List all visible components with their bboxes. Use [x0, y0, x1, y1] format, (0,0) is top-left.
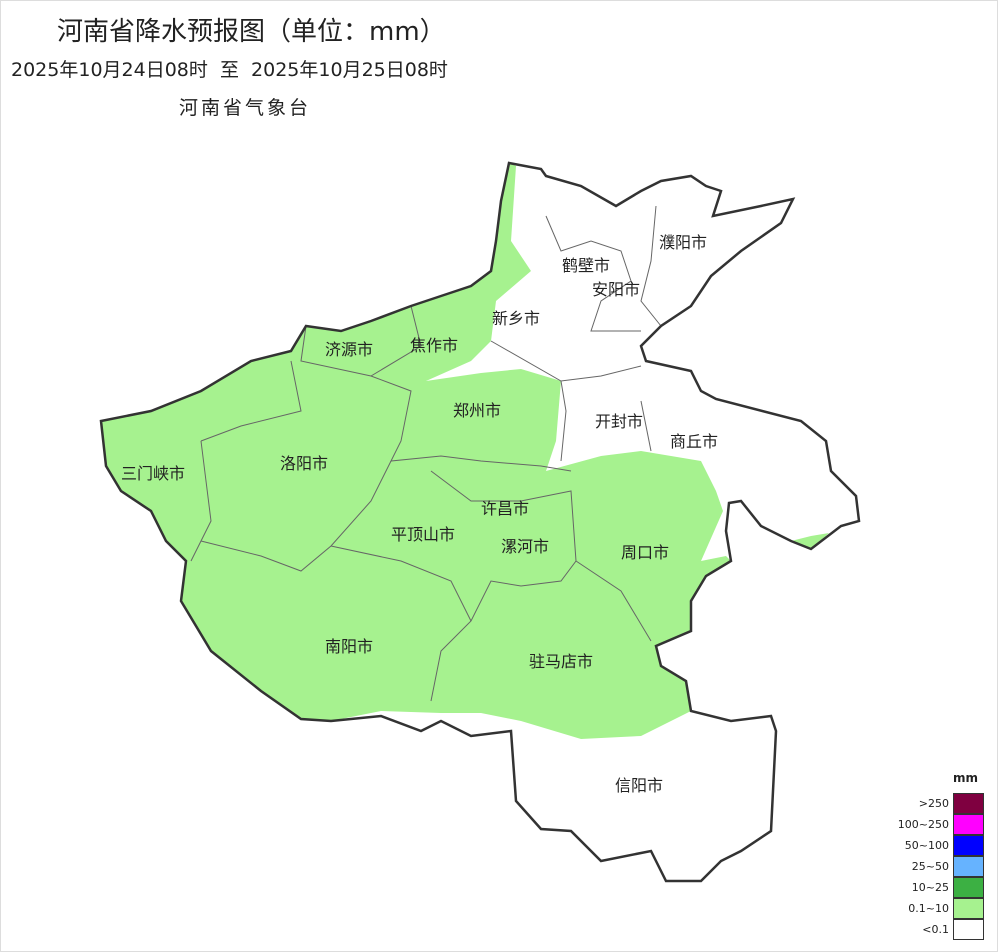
- rain-patch-east: [791, 533, 829, 549]
- legend-label: 50~100: [904, 839, 949, 852]
- city-label: 信阳市: [614, 776, 664, 795]
- agency-name: 河南省气象台: [179, 97, 312, 119]
- legend-unit: mm: [953, 771, 979, 785]
- legend-swatch: [953, 919, 984, 940]
- city-label: 开封市: [594, 412, 644, 431]
- rain-area-0.1-10: [101, 163, 731, 739]
- legend-swatch: [953, 793, 984, 814]
- city-label: 商丘市: [669, 432, 719, 451]
- legend-label: 10~25: [911, 881, 949, 894]
- legend-swatch: [953, 835, 984, 856]
- province-outline: [99, 161, 861, 883]
- city-label: 平顶山市: [390, 525, 456, 544]
- legend-label: <0.1: [922, 923, 949, 936]
- legend-swatch: [953, 877, 984, 898]
- legend-label: 0.1~10: [908, 902, 949, 915]
- city-label: 周口市: [620, 543, 670, 562]
- legend-item: 0.1~10: [901, 898, 991, 919]
- forecast-period: 2025年10月24日08时 至 2025年10月25日08时: [11, 59, 448, 81]
- legend-item: 10~25: [901, 877, 991, 898]
- city-label: 焦作市: [409, 336, 459, 355]
- legend-swatch: [953, 856, 984, 877]
- city-label: 许昌市: [480, 499, 530, 518]
- city-label: 鹤壁市: [561, 256, 611, 275]
- city-label: 濮阳市: [658, 233, 708, 252]
- city-label: 漯河市: [500, 537, 550, 556]
- city-label: 驻马店市: [528, 652, 594, 671]
- legend-label: 100~250: [897, 818, 949, 831]
- legend-item: 100~250: [897, 814, 991, 835]
- legend-swatch: [953, 814, 984, 835]
- legend-label: 25~50: [911, 860, 949, 873]
- legend-item: 25~50: [901, 856, 991, 877]
- legend-item: 50~100: [901, 835, 991, 856]
- city-label: 南阳市: [324, 637, 374, 656]
- city-boundaries: [190, 205, 662, 702]
- legend-item: <0.1: [901, 919, 991, 940]
- legend-label: >250: [918, 797, 949, 810]
- legend-item: >250: [901, 793, 991, 814]
- city-label: 新乡市: [491, 309, 541, 328]
- legend-swatch: [953, 898, 984, 919]
- city-label: 安阳市: [591, 280, 641, 299]
- map-title: 河南省降水预报图（单位：mm）: [57, 17, 446, 47]
- city-label: 洛阳市: [279, 454, 329, 473]
- city-label: 郑州市: [452, 401, 502, 420]
- city-label: 三门峡市: [120, 464, 186, 483]
- city-label: 济源市: [324, 340, 374, 359]
